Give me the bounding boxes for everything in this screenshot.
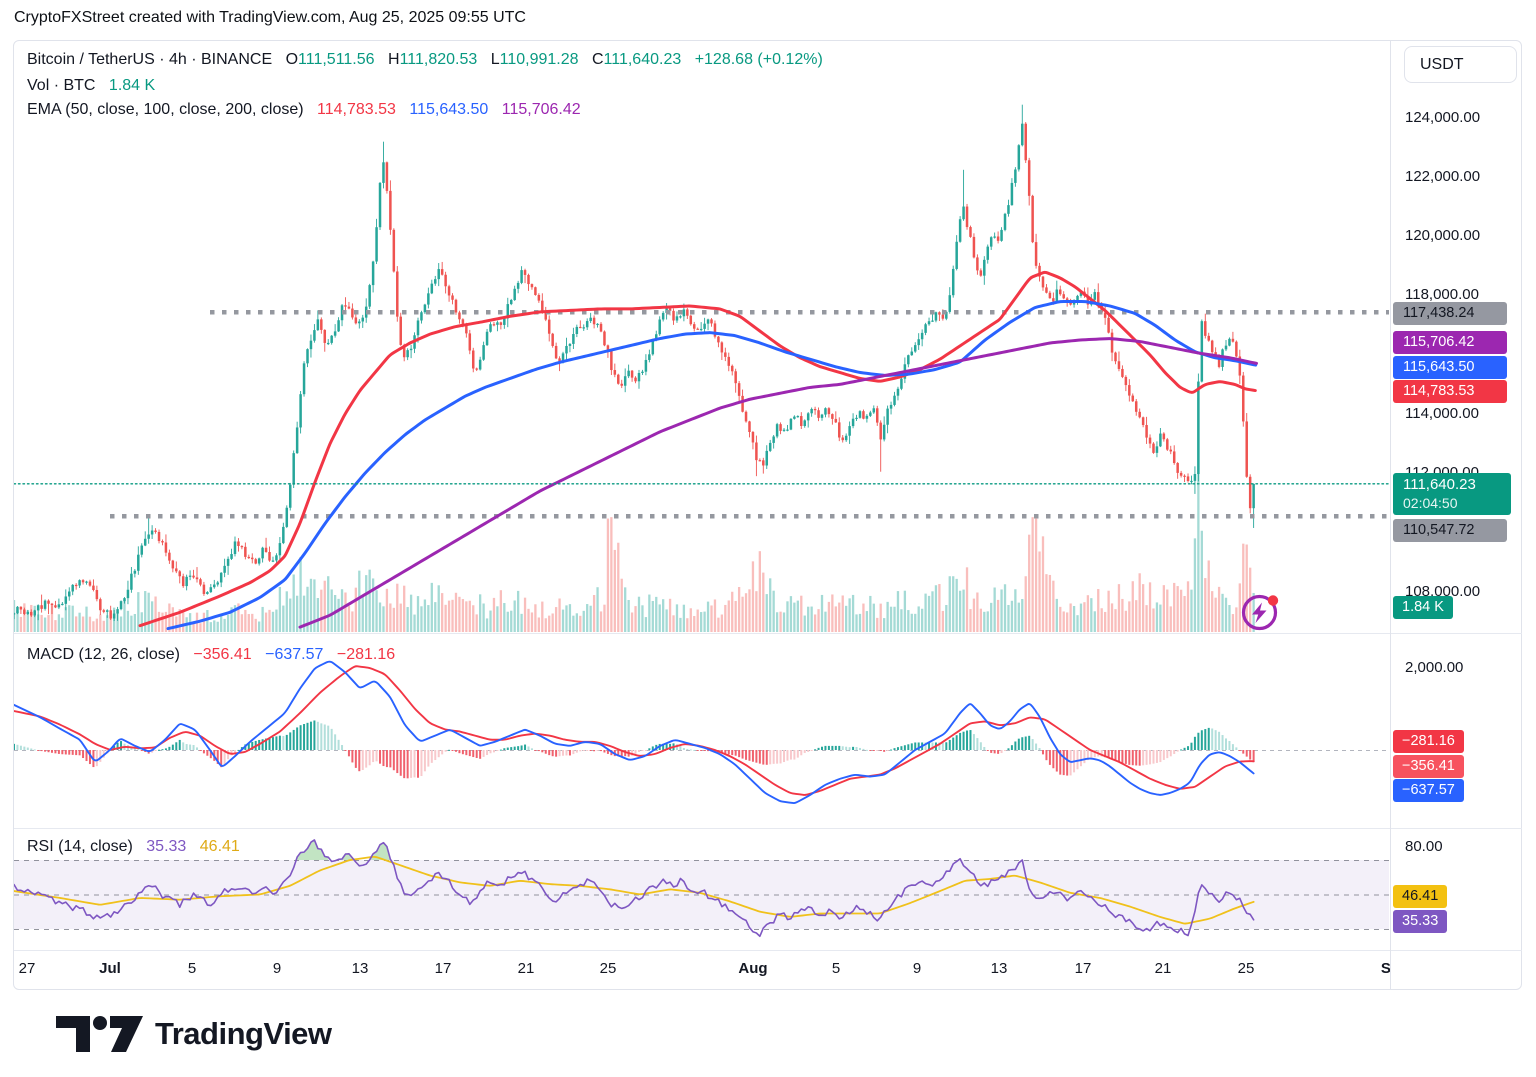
tradingview-attribution[interactable]: TradingView: [54, 1012, 332, 1056]
time-axis-label: 25: [599, 960, 617, 977]
axis-price-badge: 35.33: [1393, 910, 1448, 933]
axis-tick: 118,000.00: [1405, 286, 1479, 303]
open-label: O: [285, 51, 299, 68]
axis-price-badge: 114,783.53: [1393, 380, 1507, 403]
symbol-legend: Bitcoin / TetherUS · 4h · BINANCE O111,5…: [27, 51, 823, 69]
time-axis-label: 17: [1074, 960, 1092, 977]
axis-price-badge: −637.57: [1393, 779, 1464, 802]
last-price-value: 111,640.23: [1403, 476, 1476, 493]
axis-price-badge: 46.41: [1393, 885, 1448, 908]
high-value: 111,820.53: [399, 51, 478, 68]
time-axis-label: 5: [831, 960, 841, 977]
ema200-value: 115,706.42: [501, 101, 581, 118]
axis-tick: 124,000.00: [1405, 109, 1481, 126]
symbol-title[interactable]: Bitcoin / TetherUS · 4h · BINANCE: [27, 51, 273, 68]
volume-value: 1.84 K: [108, 77, 156, 94]
panel-separator-rsi[interactable]: [14, 828, 1522, 829]
rsi-label[interactable]: RSI (14, close): [27, 838, 133, 855]
ema50-value: 114,783.53: [317, 101, 396, 118]
time-axis-label: 17: [434, 960, 452, 977]
time-axis-label: 5: [187, 960, 197, 977]
time-axis-label: 25: [1237, 960, 1255, 977]
price-axis-panel[interactable]: USDT 124,000.00 122,000.00 120,000.00 118,0…: [1390, 41, 1523, 989]
close-label: C: [591, 51, 604, 68]
axis-price-badge: 1.84 K: [1393, 596, 1453, 619]
axis-price-badge: 115,643.50: [1393, 356, 1507, 379]
low-value: 110,991.28: [499, 51, 579, 68]
volume-legend: Vol · BTC 1.84 K: [27, 77, 155, 95]
time-axis-label: Se: [1380, 960, 1390, 977]
ema-legend: EMA (50, close, 100, close, 200, close) …: [27, 101, 581, 119]
time-axis-label: 13: [990, 960, 1008, 977]
axis-tick: 114,000.00: [1405, 405, 1479, 422]
time-axis-label: 13: [351, 960, 369, 977]
open-value: 111,511.56: [298, 51, 375, 68]
rsi-ma-value: 46.41: [199, 838, 240, 855]
high-label: H: [388, 51, 400, 68]
time-axis-label: 9: [912, 960, 922, 977]
macd-line-value: −637.57: [265, 646, 324, 663]
macd-signal-value: −281.16: [336, 646, 396, 663]
rsi-value: 35.33: [146, 838, 187, 855]
macd-hist-value: −356.41: [193, 646, 252, 663]
time-axis[interactable]: 27 Jul 5 9 13 17 21 25 Aug 5 9 13 17 21 25 Se: [13, 950, 1390, 990]
volume-label[interactable]: Vol · BTC: [27, 77, 96, 94]
time-axis-label: 9: [272, 960, 282, 977]
time-axis-label: 21: [1154, 960, 1172, 977]
time-axis-label: 27: [18, 960, 36, 977]
last-price-badge: 111,640.23 02:04:50: [1393, 473, 1511, 515]
axis-price-badge: −281.16: [1393, 730, 1464, 753]
macd-legend: MACD (12, 26, close) −356.41 −637.57 −28…: [27, 646, 395, 664]
close-value: 111,640.23: [603, 51, 682, 68]
time-axis-label: Jul: [99, 960, 121, 977]
axis-price-badge: 115,706.42: [1393, 331, 1507, 354]
panel-separator-macd[interactable]: [14, 633, 1522, 634]
axis-price-badge: 117,438.24: [1393, 302, 1507, 325]
time-axis-label: Aug: [738, 960, 768, 977]
currency-usdt-button[interactable]: USDT: [1404, 46, 1517, 83]
axis-tick: 2,000.00: [1405, 659, 1464, 676]
tradingview-spark-icon[interactable]: [1240, 592, 1282, 634]
panel-separator-time: [14, 950, 1522, 951]
tradingview-wordmark: TradingView: [155, 1016, 332, 1051]
time-axis-label: 21: [517, 960, 535, 977]
tradingview-logo-icon: [56, 1016, 143, 1052]
axis-tick: 122,000.00: [1405, 168, 1481, 185]
axis-tick: 120,000.00: [1405, 227, 1481, 244]
low-label: L: [490, 51, 500, 68]
change-value: +128.68 (+0.12%): [694, 51, 823, 68]
ema100-value: 115,643.50: [409, 101, 489, 118]
axis-price-badge: −356.41: [1393, 755, 1464, 778]
bar-countdown: 02:04:50: [1403, 495, 1458, 511]
axis-tick: 108,000.00: [1405, 583, 1481, 600]
axis-tick: 80.00: [1405, 838, 1443, 855]
ema-label[interactable]: EMA (50, close, 100, close, 200, close): [27, 101, 304, 118]
macd-label[interactable]: MACD (12, 26, close): [27, 646, 180, 663]
rsi-legend: RSI (14, close) 35.33 46.41: [27, 838, 240, 856]
axis-price-badge: 110,547.72: [1393, 519, 1507, 542]
